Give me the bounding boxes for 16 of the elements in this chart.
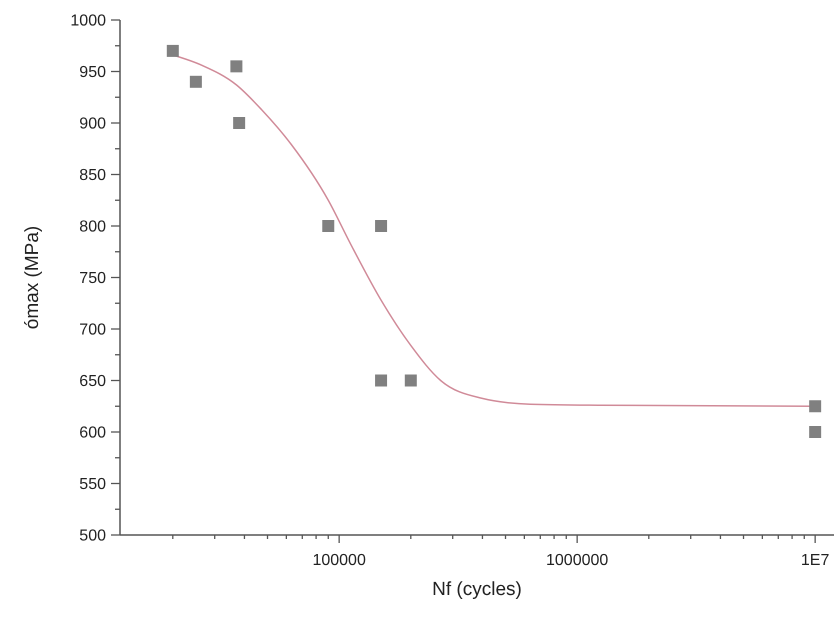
- x-tick-label: 100000: [312, 552, 366, 569]
- y-tick-label: 550: [79, 476, 106, 494]
- y-tick-label: 850: [79, 167, 106, 184]
- y-tick-label: 1000: [70, 12, 106, 30]
- y-tick-label: 500: [79, 528, 106, 545]
- y-tick-label: 900: [79, 116, 106, 133]
- y-tick-label: 950: [79, 64, 106, 82]
- y-tick-label: 750: [79, 270, 106, 288]
- x-axis-title: Nf (cycles): [432, 579, 522, 600]
- y-tick-label: 700: [79, 322, 106, 339]
- y-tick-label: 800: [79, 218, 106, 236]
- y-tick-label: 650: [79, 373, 106, 390]
- x-tick-label: 1E7: [800, 552, 830, 569]
- y-axis-title: ómax (MPa): [22, 226, 43, 330]
- y-tick-label: 600: [79, 424, 106, 442]
- x-tick-label: 1000000: [546, 552, 608, 569]
